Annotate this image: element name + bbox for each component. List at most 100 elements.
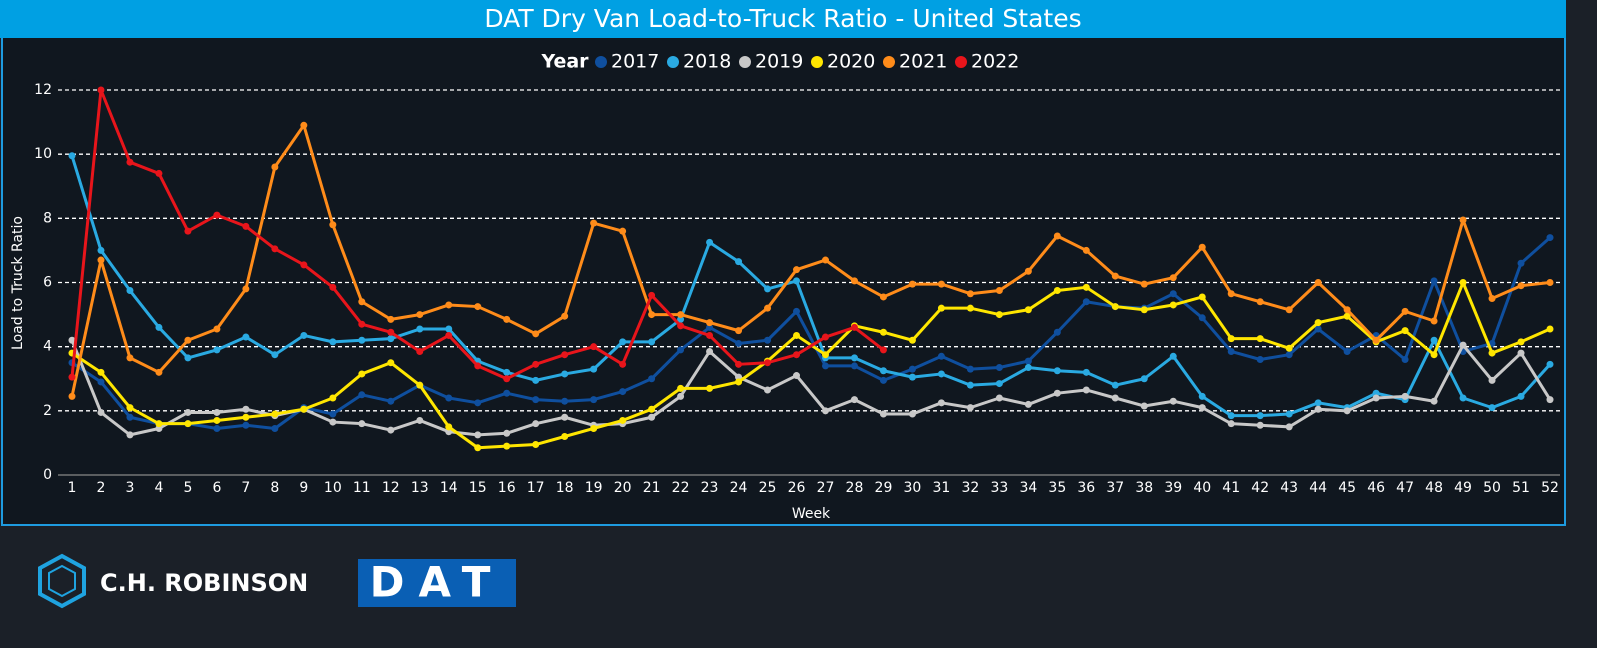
data-point [300,261,308,269]
data-point [184,408,192,416]
logo-chr: C.H. ROBINSON [38,553,308,609]
data-point [358,336,366,344]
data-point [1082,386,1090,394]
data-point [793,372,801,380]
data-point [155,323,163,331]
data-point [1343,407,1351,415]
x-tick-label: 5 [183,480,192,496]
legend-label: 2019 [755,51,803,73]
x-tick-label: 37 [1106,480,1124,496]
y-tick-label: 10 [34,146,52,162]
x-tick-label: 46 [1367,480,1385,496]
data-point [1430,317,1438,325]
data-point [329,283,337,291]
data-point [590,365,598,373]
x-tick-label: 45 [1338,480,1356,496]
data-point [474,431,482,439]
data-point [908,373,916,381]
x-tick-label: 47 [1396,480,1414,496]
data-point [300,405,308,413]
data-point [503,442,511,450]
data-point [416,311,424,319]
x-tick-label: 32 [961,480,979,496]
y-tick-label: 12 [34,82,52,98]
data-point [706,323,714,331]
data-point [271,245,279,253]
data-point [735,258,743,266]
data-point [155,169,163,177]
legend-swatch [883,56,895,68]
x-tick-label: 34 [1019,480,1037,496]
data-point [503,315,511,323]
data-point [1227,420,1235,428]
data-point [879,328,887,336]
data-point [1227,412,1235,420]
data-point [97,378,105,386]
data-point [213,211,221,219]
data-point [764,285,772,293]
data-point [937,352,945,360]
data-point [1082,246,1090,254]
data-point [358,370,366,378]
data-point [764,359,772,367]
data-point [1169,301,1177,309]
data-point [97,246,105,254]
data-point [1546,234,1554,242]
data-point [1111,381,1119,389]
data-point [850,362,858,370]
data-point [97,408,105,416]
data-point [1430,336,1438,344]
data-point [300,331,308,339]
data-point [1140,280,1148,288]
data-point [590,396,598,404]
series-line [70,339,1552,437]
logo-dat: DAT [358,558,516,607]
data-point [561,351,569,359]
data-point [503,375,511,383]
data-point [1169,352,1177,360]
data-point [966,304,974,312]
data-point [155,424,163,432]
data-point [966,290,974,298]
data-point [1024,357,1032,365]
data-point [213,424,221,432]
data-point [184,227,192,235]
legend-label: 2020 [827,51,875,73]
data-point [677,311,685,319]
data-point [677,392,685,400]
data-point [908,336,916,344]
data-point [532,396,540,404]
legend-title: Year [540,51,589,73]
x-tick-label: 51 [1512,480,1530,496]
x-tick-label: 9 [299,480,308,496]
data-point [213,416,221,424]
data-point [995,287,1003,295]
data-point [590,424,598,432]
legend-swatch [667,56,679,68]
x-tick-label: 41 [1222,480,1240,496]
data-point [1285,410,1293,418]
logo-box [358,559,516,607]
data-point [1546,279,1554,286]
data-point [821,256,829,264]
data-point [1517,338,1525,346]
data-point [1198,293,1206,301]
data-point [474,303,482,311]
data-point [1459,341,1467,349]
data-point [387,397,395,405]
legend-label: 2018 [683,51,731,73]
x-tick-label: 40 [1193,480,1211,496]
data-point [1401,327,1409,335]
data-point [1401,307,1409,315]
x-tick-label: 26 [788,480,806,496]
y-tick-label: 2 [43,403,52,419]
data-point [1285,306,1293,314]
data-point [1256,421,1264,429]
data-point [387,328,395,336]
data-point [358,320,366,328]
data-point [937,399,945,407]
data-point [850,277,858,285]
data-point [155,420,163,428]
data-point [503,389,511,397]
y-tick-label: 4 [43,339,52,355]
